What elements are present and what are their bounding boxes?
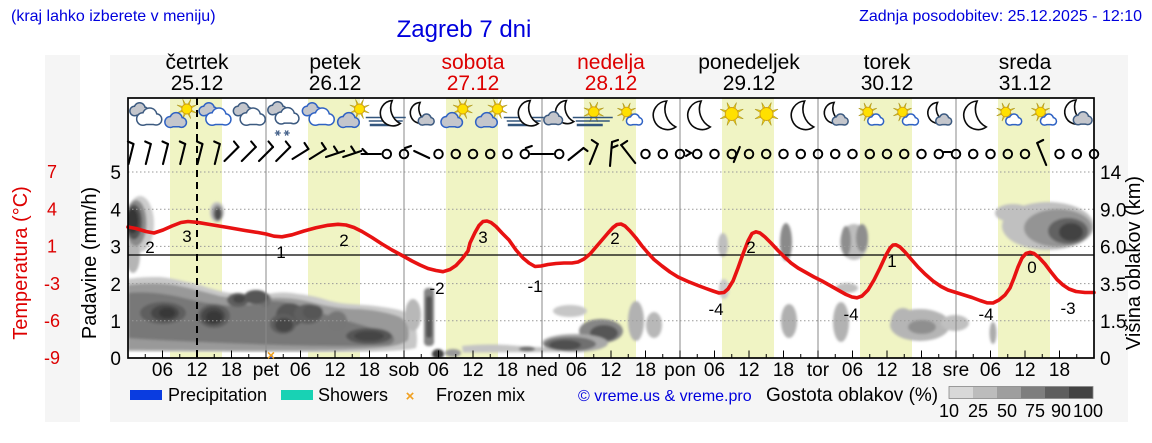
- svg-text:Gostota oblakov (%): Gostota oblakov (%): [766, 385, 938, 406]
- svg-text:-6: -6: [44, 311, 60, 331]
- svg-text:50: 50: [997, 401, 1017, 421]
- svg-text:18: 18: [221, 360, 242, 381]
- svg-text:18: 18: [497, 360, 518, 381]
- svg-text:06: 06: [704, 360, 725, 381]
- svg-text:Frozen mix: Frozen mix: [436, 385, 525, 405]
- svg-text:2: 2: [339, 231, 348, 250]
- svg-text:1: 1: [276, 243, 285, 262]
- svg-text:1: 1: [887, 252, 896, 271]
- svg-text:0: 0: [1100, 349, 1111, 370]
- svg-text:27.12: 27.12: [447, 72, 500, 95]
- svg-text:sre: sre: [943, 360, 969, 381]
- svg-text:3.5: 3.5: [1100, 275, 1126, 296]
- svg-text:Zagreb 7 dni: Zagreb 7 dni: [397, 16, 532, 43]
- svg-text:06: 06: [152, 360, 173, 381]
- svg-text:2: 2: [746, 238, 755, 257]
- svg-text:29.12: 29.12: [723, 72, 776, 95]
- svg-text:(kraj lahko izberete v meniju): (kraj lahko izberete v meniju): [11, 8, 216, 25]
- svg-text:3: 3: [478, 228, 487, 247]
- svg-text:četrtek: četrtek: [165, 51, 229, 74]
- svg-text:0: 0: [110, 349, 121, 370]
- svg-text:12: 12: [186, 360, 207, 381]
- svg-text:4: 4: [110, 201, 121, 222]
- svg-text:0: 0: [1027, 258, 1036, 277]
- svg-text:© vreme.us & vreme.pro: © vreme.us & vreme.pro: [578, 388, 752, 405]
- svg-text:Temperatura (°C): Temperatura (°C): [10, 186, 32, 340]
- svg-text:-4: -4: [843, 305, 858, 324]
- svg-text:Padavine (mm/h): Padavine (mm/h): [79, 187, 101, 339]
- svg-text:-3: -3: [1060, 299, 1075, 318]
- svg-text:12: 12: [462, 360, 483, 381]
- svg-text:28.12: 28.12: [585, 72, 638, 95]
- svg-text:12: 12: [876, 360, 897, 381]
- svg-text:-4: -4: [978, 305, 993, 324]
- svg-text:4: 4: [47, 200, 57, 220]
- svg-text:1.5: 1.5: [1100, 312, 1126, 333]
- svg-text:pet: pet: [253, 360, 280, 381]
- svg-text:ponedeljek: ponedeljek: [698, 51, 800, 74]
- svg-text:12: 12: [1014, 360, 1035, 381]
- svg-text:tor: tor: [807, 360, 830, 381]
- svg-text:1: 1: [47, 237, 57, 257]
- svg-text:90: 90: [1051, 401, 1071, 421]
- svg-text:75: 75: [1025, 401, 1045, 421]
- svg-text:pon: pon: [664, 360, 696, 381]
- svg-text:2: 2: [110, 275, 121, 296]
- svg-text:14: 14: [1100, 163, 1122, 184]
- svg-text:Višina oblakov (km): Višina oblakov (km): [1123, 176, 1145, 350]
- svg-text:31.12: 31.12: [999, 72, 1052, 95]
- svg-text:-9: -9: [44, 348, 60, 368]
- svg-text:-4: -4: [708, 300, 723, 319]
- svg-text:3: 3: [182, 227, 191, 246]
- svg-text:100: 100: [1073, 401, 1103, 421]
- svg-text:ned: ned: [526, 360, 558, 381]
- svg-text:06: 06: [566, 360, 587, 381]
- svg-text:7: 7: [47, 162, 57, 182]
- svg-text:6.0: 6.0: [1100, 238, 1126, 259]
- svg-text:Zadnja posodobitev: 25.12.2025: Zadnja posodobitev: 25.12.2025 - 12:10: [859, 8, 1142, 25]
- svg-text:18: 18: [359, 360, 380, 381]
- svg-text:06: 06: [842, 360, 863, 381]
- svg-text:06: 06: [428, 360, 449, 381]
- svg-text:2: 2: [145, 238, 154, 257]
- svg-text:9.0: 9.0: [1100, 201, 1126, 222]
- svg-text:06: 06: [980, 360, 1001, 381]
- svg-text:12: 12: [738, 360, 759, 381]
- svg-text:12: 12: [324, 360, 345, 381]
- svg-text:petek: petek: [309, 51, 361, 74]
- svg-text:06: 06: [290, 360, 311, 381]
- svg-text:25: 25: [968, 401, 988, 421]
- svg-text:×: ×: [267, 347, 275, 363]
- svg-text:12: 12: [600, 360, 621, 381]
- svg-text:18: 18: [773, 360, 794, 381]
- svg-text:30.12: 30.12: [861, 72, 914, 95]
- svg-text:1: 1: [110, 312, 121, 333]
- svg-text:26.12: 26.12: [309, 72, 362, 95]
- svg-text:18: 18: [911, 360, 932, 381]
- svg-text:2: 2: [610, 229, 619, 248]
- svg-text:-1: -1: [527, 277, 542, 296]
- svg-text:5: 5: [110, 163, 121, 184]
- svg-text:Showers: Showers: [318, 385, 388, 405]
- svg-text:3: 3: [110, 238, 121, 259]
- svg-text:nedelja: nedelja: [577, 51, 645, 74]
- svg-text:18: 18: [1049, 360, 1070, 381]
- svg-text:torek: torek: [864, 51, 911, 74]
- svg-text:-2: -2: [429, 279, 444, 298]
- svg-text:10: 10: [939, 401, 959, 421]
- svg-text:-3: -3: [44, 274, 60, 294]
- svg-text:18: 18: [635, 360, 656, 381]
- svg-text:Precipitation: Precipitation: [168, 385, 267, 405]
- svg-text:sob: sob: [389, 360, 420, 381]
- svg-text:sobota: sobota: [441, 51, 504, 74]
- svg-text:25.12: 25.12: [171, 72, 224, 95]
- svg-text:sreda: sreda: [999, 51, 1052, 74]
- svg-text:×: ×: [406, 388, 415, 405]
